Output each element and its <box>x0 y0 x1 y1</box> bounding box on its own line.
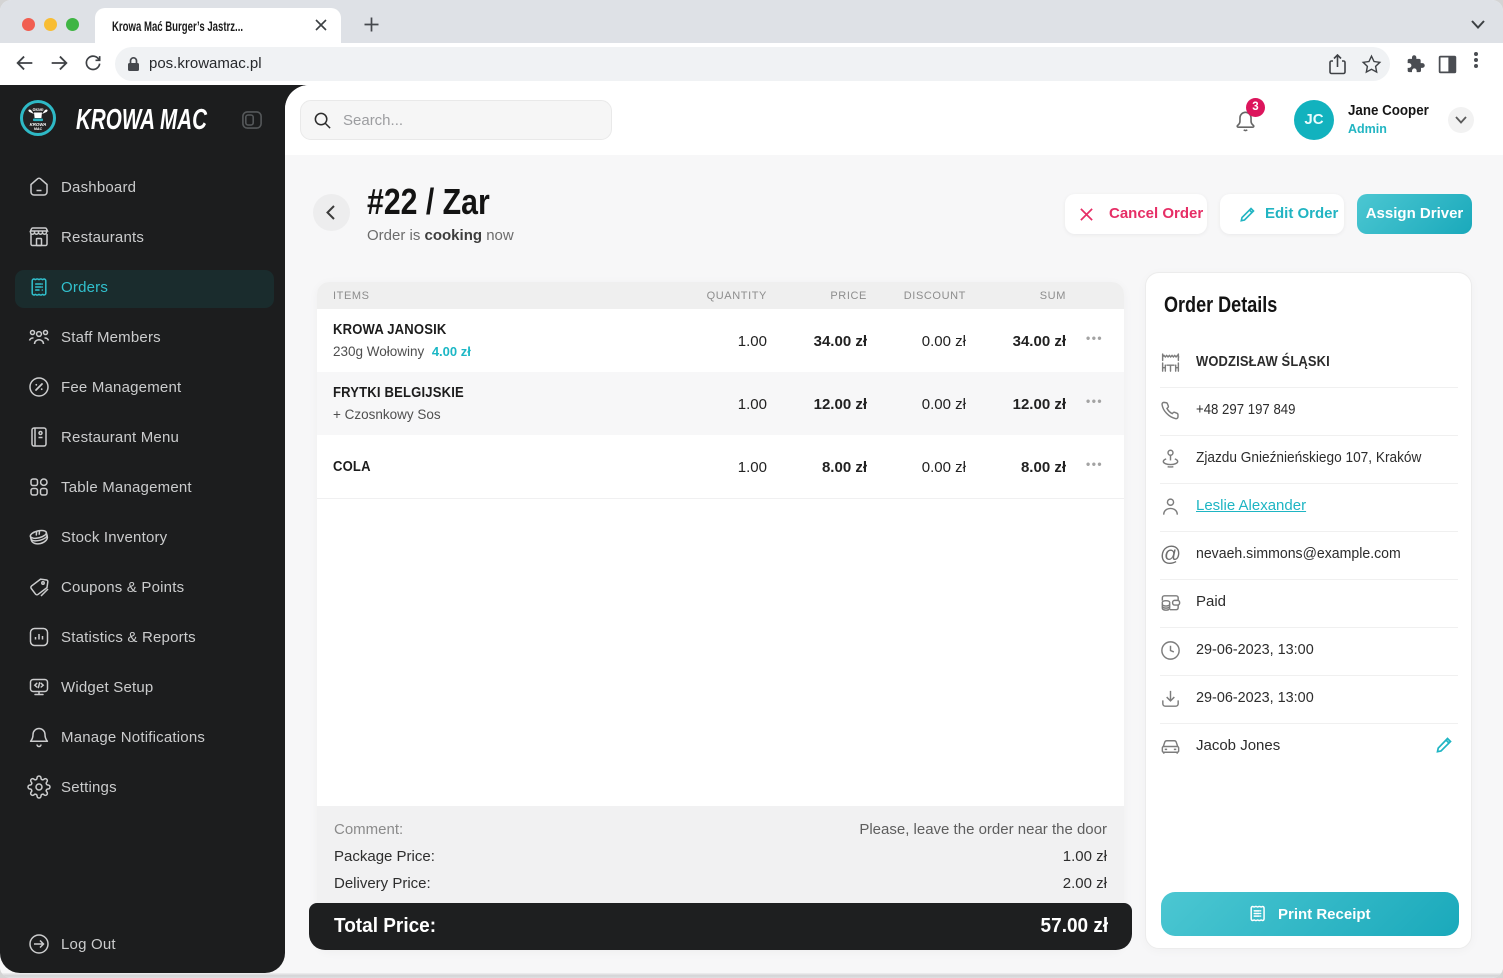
svg-text:Gram: Gram <box>33 107 44 112</box>
svg-text:MAC: MAC <box>34 127 43 131</box>
svg-text:KROWA: KROWA <box>30 122 47 127</box>
svg-text:KROWA MAC: KROWA MAC <box>76 104 208 136</box>
